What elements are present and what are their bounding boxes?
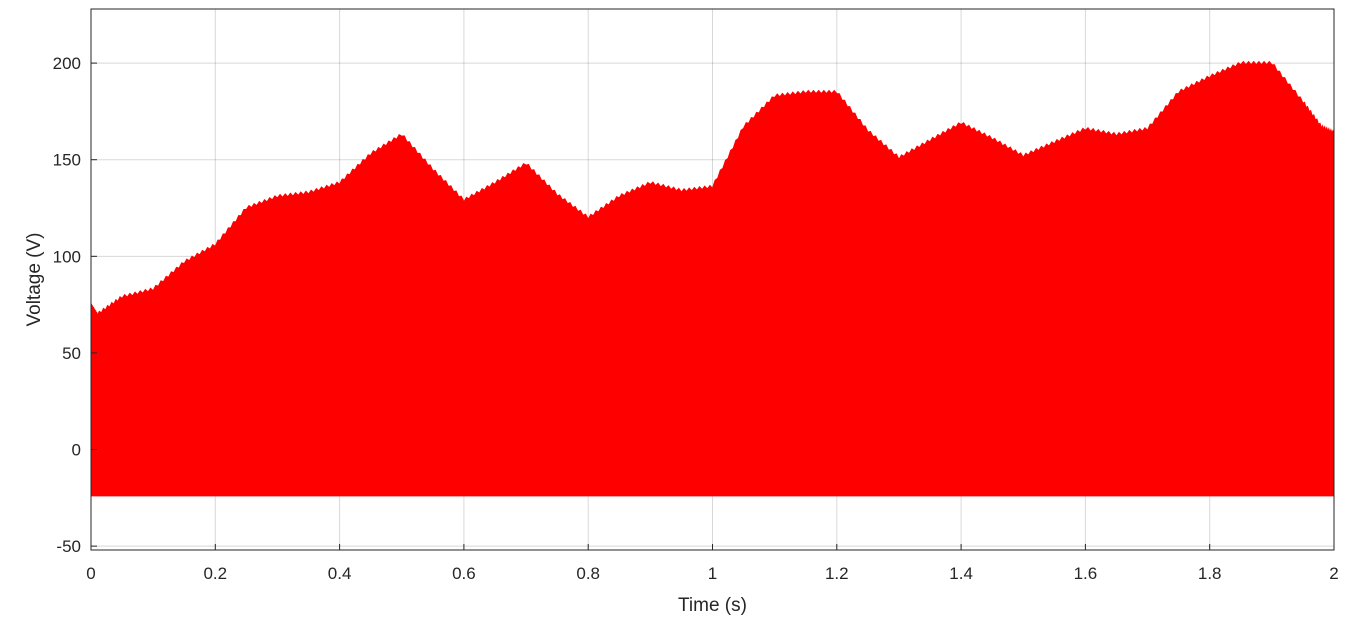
voltage-area: [90, 60, 1335, 497]
x-tick-label: 0.8: [576, 564, 600, 583]
y-tick-label: 0: [72, 441, 81, 460]
x-tick-label: 1.8: [1198, 564, 1222, 583]
y-tick-label: 200: [53, 54, 81, 73]
plot-area: [90, 60, 1335, 497]
x-tick-label: 0.6: [452, 564, 476, 583]
x-tick-label: 0.4: [328, 564, 352, 583]
y-tick-label: 150: [53, 151, 81, 170]
x-tick-label: 1.6: [1074, 564, 1098, 583]
x-tick-label: 2: [1329, 564, 1338, 583]
plot-frame: [90, 8, 1335, 551]
x-tick-label: 1.4: [949, 564, 973, 583]
x-tick-label: 0: [86, 564, 95, 583]
x-tick-label: 1: [708, 564, 717, 583]
y-axis-label: Voltage (V): [24, 233, 45, 327]
x-axis-label: Time (s): [678, 595, 747, 616]
y-tick-label: 100: [53, 247, 81, 266]
y-tick-label: 50: [62, 344, 81, 363]
y-tick-label: -50: [56, 537, 81, 556]
x-tick-label: 1.2: [825, 564, 849, 583]
x-tick-label: 0.2: [203, 564, 227, 583]
